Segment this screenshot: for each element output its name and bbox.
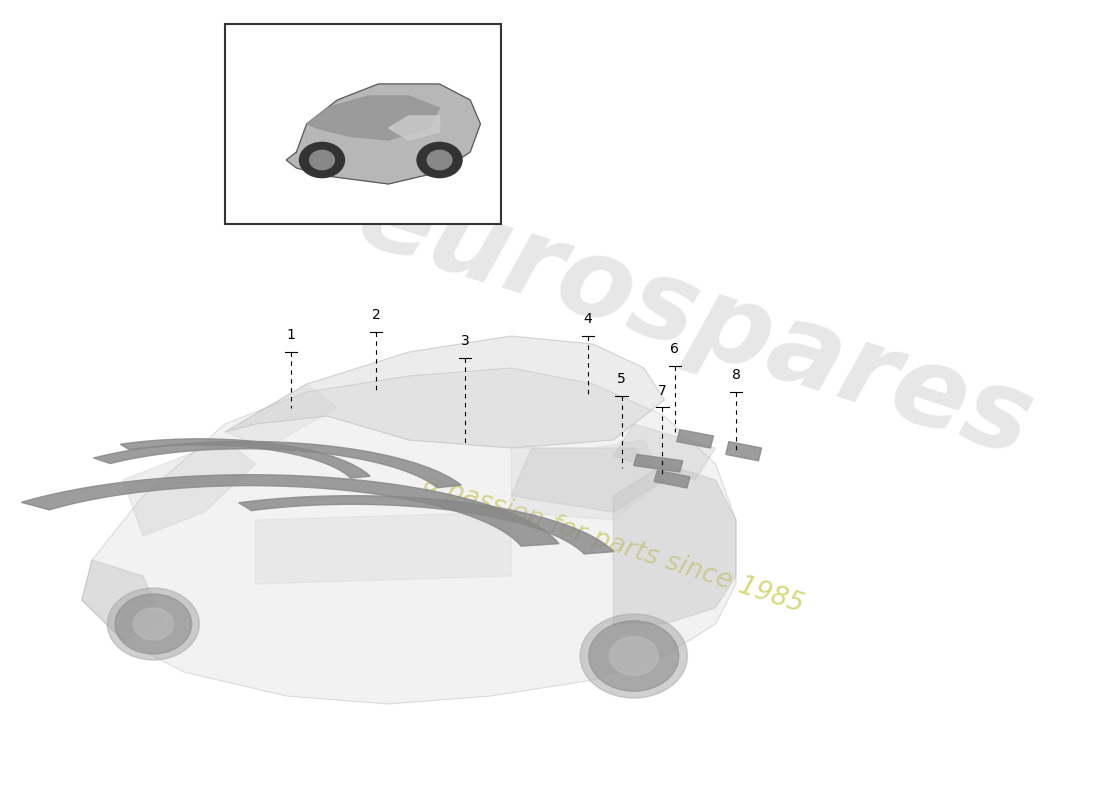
Circle shape: [299, 142, 344, 178]
Polygon shape: [81, 368, 736, 704]
Polygon shape: [388, 116, 440, 140]
Text: 4: 4: [583, 313, 592, 326]
Polygon shape: [120, 439, 371, 478]
Text: 7: 7: [658, 384, 667, 398]
Ellipse shape: [580, 614, 688, 698]
Polygon shape: [307, 96, 440, 140]
Circle shape: [417, 142, 462, 178]
Ellipse shape: [588, 621, 679, 691]
Polygon shape: [634, 454, 683, 472]
Polygon shape: [676, 430, 714, 448]
Polygon shape: [654, 470, 690, 488]
Text: eurospares: eurospares: [344, 161, 1046, 479]
Text: 8: 8: [732, 368, 740, 382]
Polygon shape: [512, 440, 664, 520]
Ellipse shape: [133, 608, 174, 640]
Ellipse shape: [609, 637, 658, 675]
Polygon shape: [81, 560, 164, 640]
Polygon shape: [286, 84, 481, 184]
Polygon shape: [21, 474, 559, 546]
Polygon shape: [614, 464, 736, 624]
Bar: [224, 24, 500, 224]
Polygon shape: [726, 442, 761, 461]
Polygon shape: [255, 512, 512, 584]
Text: 1: 1: [287, 328, 296, 342]
Polygon shape: [614, 424, 715, 480]
Circle shape: [427, 150, 452, 170]
Ellipse shape: [116, 594, 191, 654]
Polygon shape: [512, 448, 664, 512]
Polygon shape: [224, 384, 338, 448]
Text: a passion for parts since 1985: a passion for parts since 1985: [420, 470, 806, 618]
Circle shape: [309, 150, 334, 170]
Text: 2: 2: [372, 309, 381, 322]
Ellipse shape: [108, 588, 199, 660]
Text: 6: 6: [670, 342, 679, 356]
Text: 3: 3: [461, 334, 470, 348]
Polygon shape: [94, 442, 461, 488]
Text: 5: 5: [617, 372, 626, 386]
Polygon shape: [239, 496, 614, 554]
Polygon shape: [123, 440, 255, 536]
Polygon shape: [224, 336, 664, 448]
